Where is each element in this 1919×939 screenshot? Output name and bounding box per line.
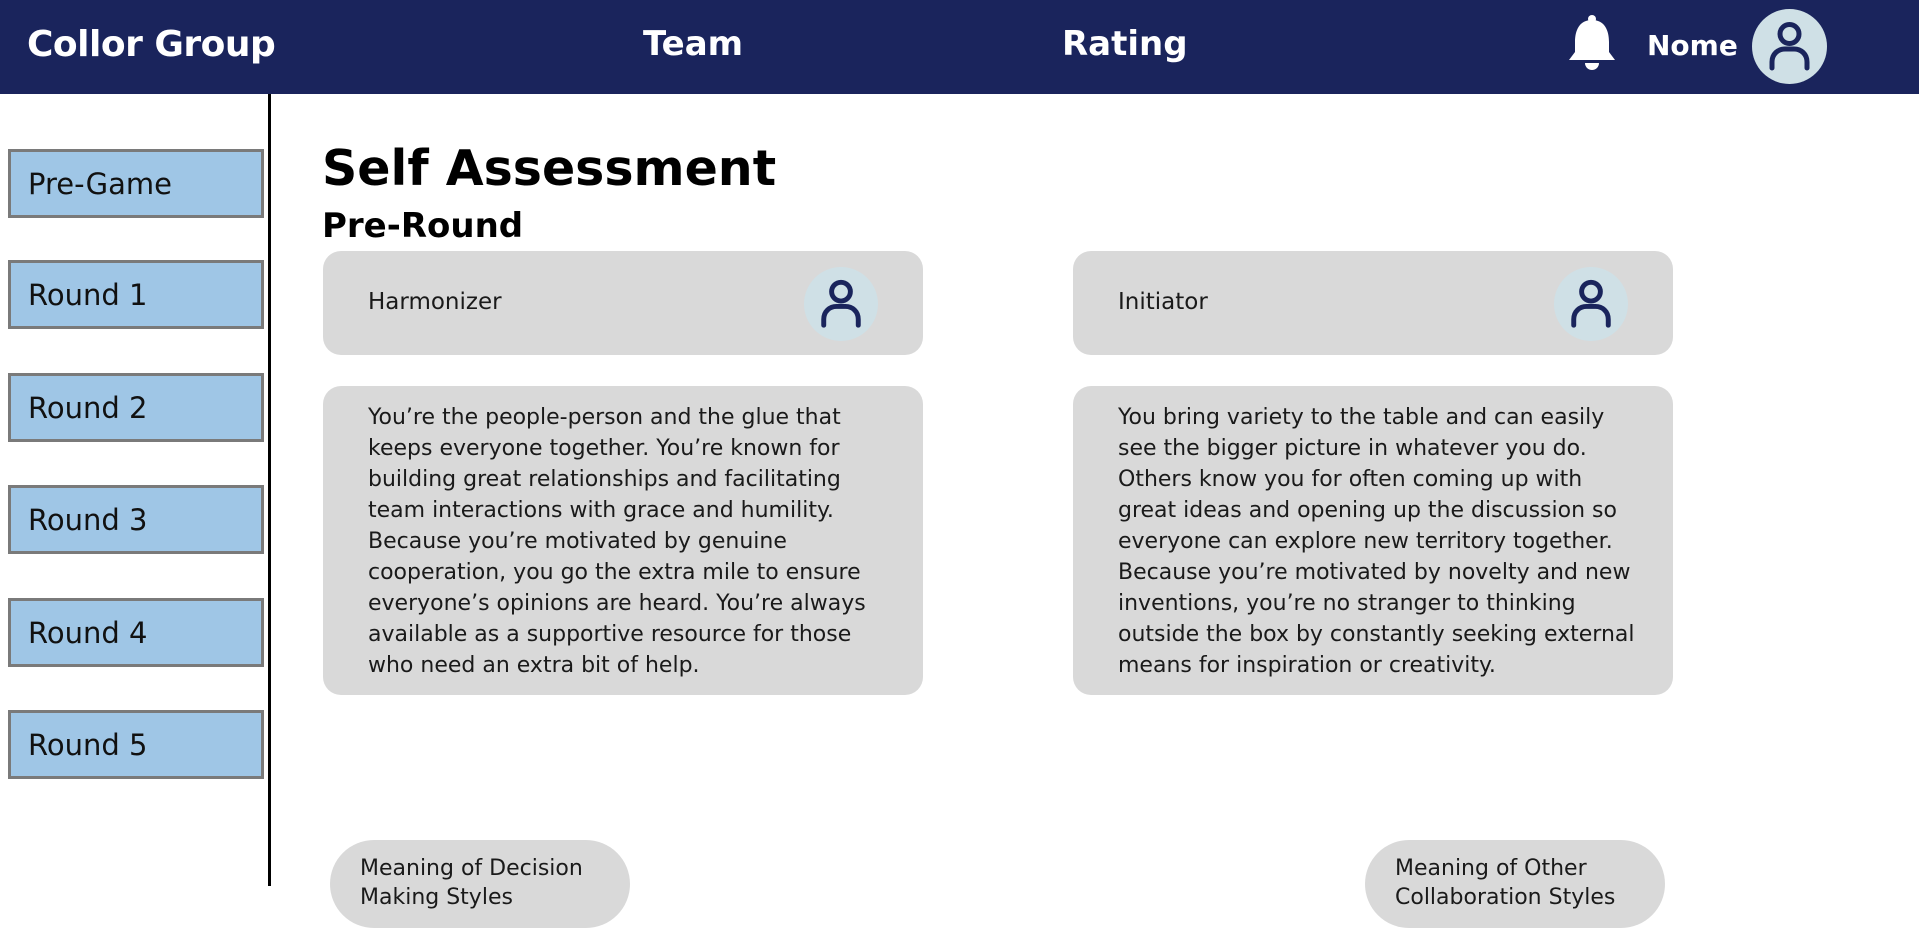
style-card-initiator: Initiator — [1073, 251, 1673, 355]
brand-title[interactable]: Collor Group — [27, 24, 276, 65]
user-avatar-icon — [1554, 267, 1628, 341]
nav-link-team[interactable]: Team — [643, 24, 744, 64]
nav-link-rating[interactable]: Rating — [1062, 24, 1188, 64]
sidebar-item-round-3[interactable]: Round 3 — [8, 485, 264, 554]
style-card-harmonizer: Harmonizer — [323, 251, 923, 355]
style-description: You bring variety to the table and can e… — [1118, 405, 1635, 678]
sidebar-item-round-5[interactable]: Round 5 — [8, 710, 264, 779]
user-avatar-icon[interactable] — [1752, 9, 1827, 84]
sidebar-item-round-2[interactable]: Round 2 — [8, 373, 264, 442]
style-description: You’re the people-person and the glue th… — [368, 405, 866, 678]
sidebar-item-pre-game[interactable]: Pre-Game — [8, 149, 264, 218]
sidebar-item-round-1[interactable]: Round 1 — [8, 260, 264, 329]
section-subtitle: Pre-Round — [322, 206, 524, 246]
top-nav-bar: Collor Group Team Rating Nome — [0, 0, 1919, 94]
user-avatar-icon — [804, 267, 878, 341]
bell-icon[interactable] — [1566, 14, 1618, 74]
description-card-initiator: You bring variety to the table and can e… — [1073, 386, 1673, 695]
description-card-harmonizer: You’re the people-person and the glue th… — [323, 386, 923, 695]
decision-styles-button[interactable]: Meaning of Decision Making Styles — [330, 840, 630, 928]
page-title: Self Assessment — [322, 140, 777, 197]
collaboration-styles-button[interactable]: Meaning of Other Collaboration Styles — [1365, 840, 1665, 928]
sidebar-divider — [268, 94, 271, 886]
style-label: Harmonizer — [368, 289, 502, 315]
user-name[interactable]: Nome — [1647, 29, 1738, 62]
sidebar-item-round-4[interactable]: Round 4 — [8, 598, 264, 667]
style-label: Initiator — [1118, 289, 1208, 315]
